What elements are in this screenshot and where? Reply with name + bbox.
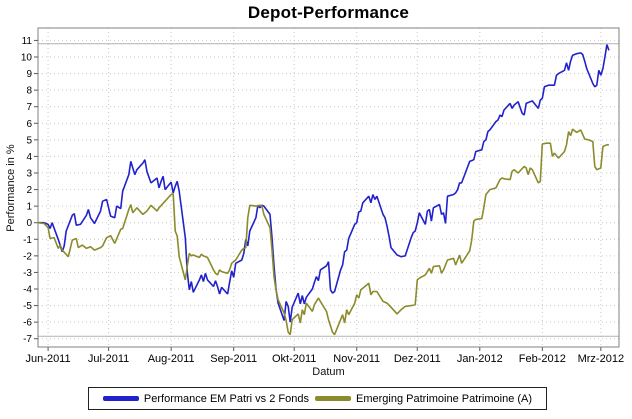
y-tick-label: -4: [23, 285, 32, 296]
y-axis-title: Performance in %: [5, 144, 17, 232]
legend-item: Emerging Patrimoine Patrimoine (A): [314, 392, 533, 405]
y-tick-label: 6: [26, 119, 32, 130]
y-tick-label: 1: [26, 202, 32, 213]
x-tick-label: Nov-2011: [333, 353, 380, 365]
chart-title: Depot-Performance: [247, 3, 410, 22]
legend-item: Performance EM Patri vs 2 Fonds: [102, 392, 309, 405]
plot-area: -7 -6 -5 -4 -3 -2 -1 0 1 2 3 4 5 6 7 8 9 10 11 Jun-2011 Jul-…: [21, 27, 624, 365]
plot-border: [37, 27, 620, 348]
y-tick-label: -5: [23, 301, 32, 312]
x-tick-label: Dez-2011: [394, 353, 441, 365]
x-tick-label: Okt-2011: [272, 353, 316, 365]
legend-label: Emerging Patrimoine Patrimoine (A): [355, 392, 533, 405]
x-tick-label: Aug-2011: [148, 353, 195, 365]
legend-swatch-blue-line-icon: [102, 396, 139, 401]
y-tick-label: -2: [23, 251, 32, 262]
legend-swatch-olive-line-icon: [314, 396, 351, 401]
y-tick-label: 7: [26, 102, 32, 113]
y-tick-label: -6: [23, 318, 32, 329]
y-tick-label: -7: [23, 334, 32, 345]
x-axis-title: Datum: [312, 366, 345, 378]
legend: Performance EM Patri vs 2 Fonds Emerging…: [88, 387, 547, 410]
x-tick-label: Jul-2011: [88, 353, 129, 365]
y-tick-label: 3: [26, 169, 32, 180]
y-tick-label: 5: [26, 135, 32, 146]
legend-label: Performance EM Patri vs 2 Fonds: [143, 392, 309, 405]
y-tick-label: -1: [23, 235, 32, 246]
plot-background: [38, 28, 619, 347]
x-tick-label: Feb-2012: [519, 353, 566, 365]
y-tick-label: -3: [23, 268, 32, 279]
y-tick-label: 10: [21, 53, 33, 64]
y-tick-label: 0: [26, 218, 32, 229]
x-tick-label: Jan-2012: [457, 353, 503, 365]
y-tick-label: 2: [26, 185, 32, 196]
y-tick-label: 11: [22, 36, 33, 47]
x-tick-label: Mrz-2012: [578, 353, 624, 365]
y-tick-label: 4: [26, 152, 32, 163]
series-line-0: [38, 44, 610, 323]
x-tick-label: Sep-2011: [210, 353, 257, 365]
series-line-1: [37, 128, 609, 336]
y-tick-label: 8: [26, 86, 32, 97]
y-tick-label: 9: [26, 69, 32, 80]
x-tick-label: Jun-2011: [26, 353, 71, 365]
